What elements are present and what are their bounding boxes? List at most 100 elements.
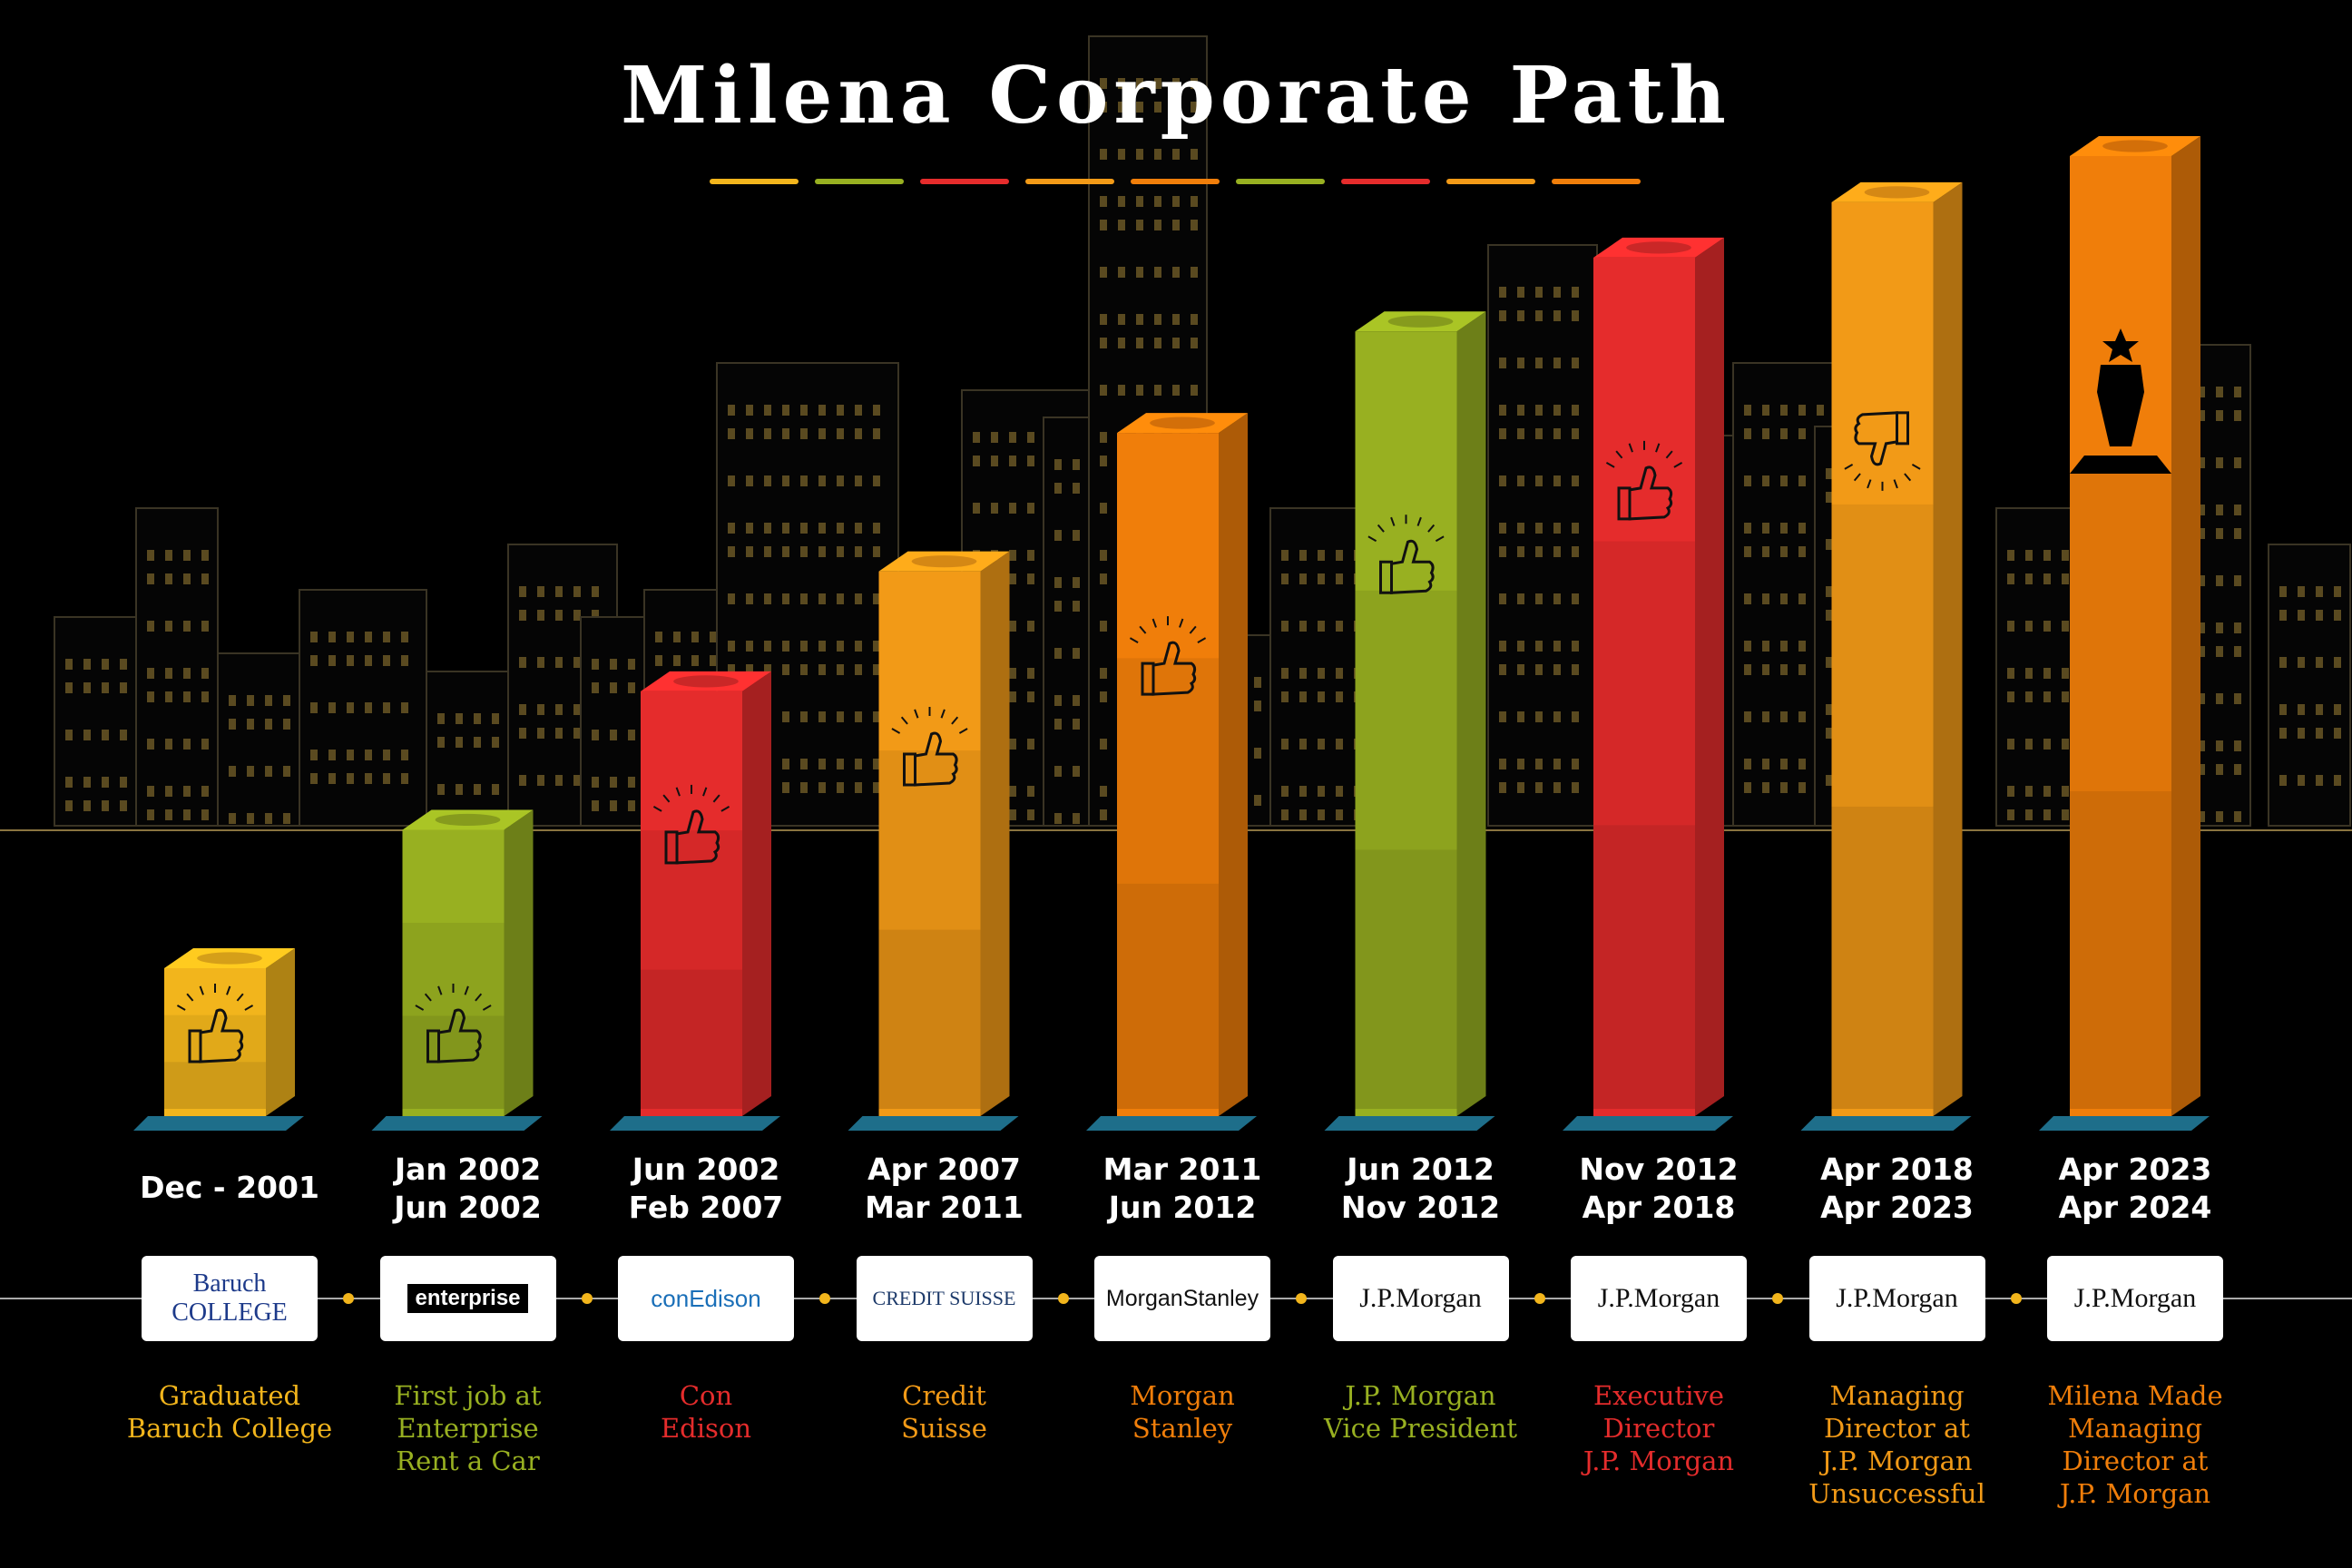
date-label: Mar 2011 Jun 2012	[1083, 1151, 1282, 1227]
bar-step	[1086, 413, 1257, 1131]
date-end: Apr 2018	[1582, 1190, 1736, 1225]
thumbs-up-icon	[415, 984, 492, 1063]
caption-line: J.P. Morgan	[2059, 1478, 2211, 1509]
company-logo-text: J.P.Morgan	[1359, 1283, 1482, 1313]
timeline-dot	[581, 1293, 593, 1304]
caption-line: First job at	[394, 1380, 542, 1411]
bar-step	[1563, 237, 1733, 1131]
page-title: Milena Corporate Path	[621, 50, 1731, 142]
milestone-caption: J.P. Morgan Vice President	[1312, 1379, 1530, 1445]
company-logo: J.P.Morgan	[2047, 1256, 2223, 1341]
milestone-caption: Con Edison	[597, 1379, 815, 1445]
company-logo-text: MorganStanley	[1105, 1285, 1259, 1311]
caption-line: Managing	[2067, 1413, 2203, 1444]
caption-line: J.P. Morgan	[1821, 1446, 1973, 1476]
caption-line: Con	[679, 1380, 733, 1411]
timeline-dot	[2010, 1293, 2022, 1304]
caption-line: Baruch College	[126, 1413, 333, 1444]
caption-line: Director at	[2062, 1446, 2209, 1476]
thumbs-up-icon	[1367, 514, 1445, 594]
bar-step	[2039, 136, 2210, 1131]
date-start: Jun 2012	[1347, 1152, 1494, 1187]
trophy-icon	[2070, 328, 2171, 474]
company-logo: J.P.Morgan	[1808, 1256, 1985, 1341]
bar-step	[133, 948, 304, 1131]
thumbs-down-icon	[1844, 411, 1921, 491]
skyline-building	[2268, 544, 2351, 827]
thumbs-up-icon	[891, 706, 968, 787]
thumbs-up-icon	[652, 784, 730, 865]
date-start: Jun 2002	[632, 1152, 780, 1187]
thumbs-up-icon	[1129, 616, 1207, 696]
date-start: Jan 2002	[394, 1152, 542, 1187]
company-logo-text: J.P.Morgan	[1597, 1283, 1720, 1313]
title-underline-dash	[920, 179, 1009, 184]
date-end: Jun 2012	[1108, 1190, 1257, 1225]
timeline-dot	[1534, 1293, 1545, 1304]
date-start: Apr 2007	[867, 1152, 1021, 1187]
date-end: Jun 2002	[394, 1190, 542, 1225]
caption-line: Managing	[1829, 1380, 1965, 1411]
date-end: Feb 2007	[628, 1190, 784, 1225]
date-end: Nov 2012	[1340, 1190, 1501, 1225]
date-end: Apr 2023	[1820, 1190, 1974, 1225]
caption-line: Stanley	[1132, 1413, 1233, 1444]
company-logo: J.P.Morgan	[1571, 1256, 1747, 1341]
caption-line: J.P. Morgan	[1583, 1446, 1735, 1476]
caption-line: Morgan	[1130, 1380, 1235, 1411]
bar-step	[610, 671, 780, 1131]
company-logo: MorganStanley	[1094, 1256, 1270, 1341]
caption-line: Milena Made	[2047, 1380, 2223, 1411]
title-underline-dash	[1446, 179, 1535, 184]
thumbs-up-icon	[176, 984, 254, 1063]
bar-step	[371, 809, 543, 1131]
date-label: Jan 2002 Jun 2002	[368, 1151, 568, 1227]
title-underline-dash	[710, 179, 799, 184]
company-logo: enterprise	[379, 1256, 556, 1341]
caption-line: Edison	[660, 1413, 752, 1444]
date-label: Apr 2018 Apr 2023	[1798, 1151, 1997, 1227]
date-start: Mar 2011	[1102, 1152, 1262, 1187]
timeline-dot	[819, 1293, 831, 1304]
timeline-dot	[1772, 1293, 1784, 1304]
company-logo-text: Baruch COLLEGE	[172, 1269, 288, 1327]
milestone-caption: Graduated Baruch College	[121, 1379, 338, 1445]
caption-line: J.P. Morgan	[1345, 1380, 1496, 1411]
thumbs-up-icon	[1605, 440, 1683, 521]
company-logo: J.P.Morgan	[1332, 1256, 1509, 1341]
skyline-building	[1487, 244, 1598, 827]
date-start: Apr 2018	[1820, 1152, 1974, 1187]
company-logo-text: CREDIT SUISSE	[872, 1287, 1016, 1309]
date-label: Nov 2012 Apr 2018	[1559, 1151, 1759, 1227]
caption-line: Director	[1602, 1413, 1715, 1444]
title-underline-dash	[1341, 179, 1430, 184]
company-logo-text: J.P.Morgan	[2073, 1283, 2197, 1313]
caption-line: Executive	[1592, 1380, 1725, 1411]
timeline-dot	[1296, 1293, 1308, 1304]
timeline-dot	[343, 1293, 355, 1304]
milestone-caption: Morgan Stanley	[1073, 1379, 1291, 1445]
caption-line: Enterprise	[397, 1413, 539, 1444]
title-underline-dash	[815, 179, 904, 184]
title-underline-dash	[1552, 179, 1641, 184]
company-logo: Baruch COLLEGE	[142, 1256, 318, 1341]
skyline-building	[299, 589, 427, 827]
milestone-caption: Credit Suisse	[836, 1379, 1054, 1445]
caption-line: Suisse	[901, 1413, 987, 1444]
bar-step	[1800, 181, 1972, 1131]
date-label: Dec - 2001	[140, 1170, 319, 1205]
title-underline-dash	[1131, 179, 1220, 184]
company-logo: conEdison	[618, 1256, 794, 1341]
date-label: Jun 2002 Feb 2007	[606, 1151, 806, 1227]
timeline-dot	[1057, 1293, 1069, 1304]
bar-step	[1324, 311, 1495, 1131]
milestone-caption: Milena Made Managing Director at J.P. Morga…	[2026, 1379, 2244, 1510]
date-start: Apr 2023	[2058, 1152, 2212, 1187]
caption-line: Unsuccessful	[1808, 1478, 1985, 1509]
milestone-caption: First job at Enterprise Rent a Car	[359, 1379, 577, 1477]
skyline-building	[135, 507, 219, 827]
title-underline-dash	[1025, 179, 1114, 184]
skyline-building	[716, 362, 899, 827]
